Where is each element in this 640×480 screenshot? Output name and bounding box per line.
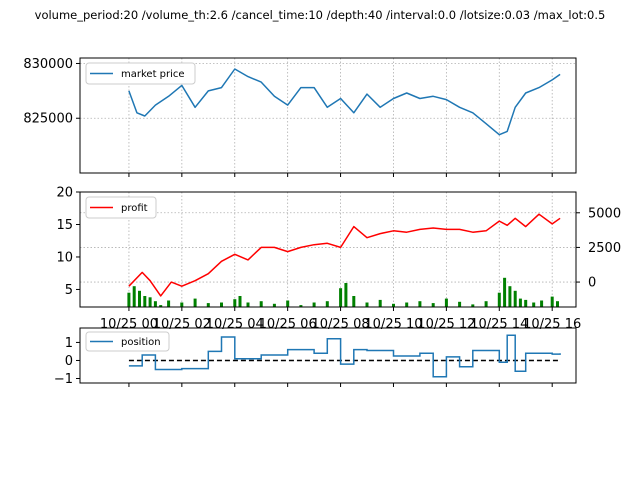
profit-legend-box: [85, 196, 157, 219]
volume-bar: [484, 301, 488, 307]
profit-x-tick-label: 10/25 00: [100, 317, 158, 332]
position-y-tick-label: 1: [65, 336, 73, 351]
volume-bar: [233, 299, 237, 307]
profit-x-tick-label: 10/25 10: [364, 317, 422, 332]
price-y-tick-label: 830000: [23, 57, 73, 72]
volume-bar: [524, 299, 528, 307]
volume-bar: [143, 296, 147, 307]
volume-bar: [532, 302, 536, 307]
profit-x-tick-label: 10/25 16: [523, 317, 581, 332]
volume-bar: [259, 301, 263, 307]
volume-bar: [132, 286, 136, 307]
volume-bar: [513, 290, 517, 307]
volume-bar: [458, 301, 462, 307]
profit-y-tick-right-label: 0: [588, 276, 596, 291]
volume-bar: [378, 299, 382, 307]
price-frame: [79, 57, 577, 174]
volume-bar: [299, 305, 303, 307]
price-panel: 830000 825000 market price: [23, 57, 577, 177]
volume-bar: [365, 302, 369, 307]
position-series: [128, 334, 561, 378]
profit-x-tick-label: 10/25 08: [311, 317, 369, 332]
volume-bar: [138, 290, 141, 307]
position-y-tick-label: 0: [65, 354, 73, 369]
profit-legend: profit: [85, 196, 157, 219]
price-series: [128, 68, 561, 136]
volume-bar: [444, 298, 448, 307]
profit-line: [128, 213, 561, 297]
volume-bar: [352, 296, 356, 307]
volume-bar: [312, 302, 316, 307]
volume-bar: [246, 302, 250, 307]
volume-bar: [339, 288, 343, 307]
volume-bar: [148, 297, 152, 307]
price-y-axis: 830000 825000: [23, 57, 80, 127]
volume-bar: [286, 300, 290, 307]
profit-x-tick-label: 10/25 04: [206, 317, 264, 332]
volume-bar: [540, 300, 544, 307]
profit-x-tick-label: 10/25 14: [470, 317, 528, 332]
volume-bar: [508, 286, 512, 307]
price-legend: market price: [85, 62, 196, 85]
position-y-axis: 1 0 −1: [54, 336, 80, 387]
volume-bar: [344, 283, 348, 307]
profit-y-tick-left-label: 10: [56, 250, 73, 265]
position-legend-label: position: [121, 337, 161, 348]
position-x-ticks: [128, 383, 553, 387]
volume-bar: [431, 303, 435, 307]
chart-title: volume_period:20 /volume_th:2.6 /cancel_…: [35, 8, 606, 22]
volume-bar: [238, 296, 242, 307]
price-legend-label: market price: [121, 69, 185, 80]
price-y-tick-label: 825000: [23, 112, 73, 127]
position-frame: [79, 327, 577, 384]
price-grid: [80, 58, 576, 173]
volume-bar: [418, 301, 422, 307]
volume-bar: [392, 303, 395, 307]
volume-bar: [272, 303, 276, 307]
profit-frame: [79, 191, 577, 308]
profit-x-tick-label: 10/25 02: [153, 317, 211, 332]
profit-y-axis-right: 5000 2500 0: [576, 206, 621, 291]
volume-bar: [167, 300, 171, 307]
profit-grid: [80, 192, 576, 307]
profit-y-tick-right-label: 2500: [588, 241, 621, 256]
profit-series: [128, 213, 561, 297]
position-panel: 1 0 −1 position: [54, 327, 577, 387]
volume-bar: [497, 292, 501, 307]
position-legend-box: [85, 331, 170, 352]
position-line: [128, 334, 561, 378]
volume-bar: [220, 302, 223, 307]
profit-x-tick-label: 10/25 06: [259, 317, 317, 332]
volume-bar: [180, 302, 184, 307]
position-y-tick-label: −1: [54, 372, 73, 387]
volume-bar: [159, 305, 163, 307]
volume-bar: [153, 301, 157, 307]
price-x-ticks: [128, 173, 553, 177]
volume-bar: [503, 277, 507, 307]
position-legend: position: [85, 331, 170, 352]
profit-y-axis-left: 20 15 10 5: [56, 186, 80, 298]
volume-bar: [471, 304, 475, 307]
profit-y-tick-right-label: 5000: [588, 206, 621, 221]
volume-bar: [550, 296, 554, 307]
price-legend-box: [85, 62, 196, 85]
profit-y-tick-left-label: 15: [56, 218, 73, 233]
volume-bars: [127, 277, 559, 307]
profit-y-tick-left-label: 5: [65, 283, 73, 298]
profit-x-tick-label: 10/25 12: [417, 317, 475, 332]
volume-bar: [405, 302, 409, 307]
volume-bar: [193, 298, 197, 307]
volume-bar: [206, 303, 210, 307]
volume-bar: [556, 301, 559, 307]
price-line: [128, 68, 561, 136]
volume-bar: [127, 292, 131, 307]
profit-y-tick-left-label: 20: [56, 186, 73, 201]
volume-bar: [325, 301, 329, 307]
volume-bar: [518, 298, 522, 307]
profit-legend-label: profit: [121, 203, 148, 214]
